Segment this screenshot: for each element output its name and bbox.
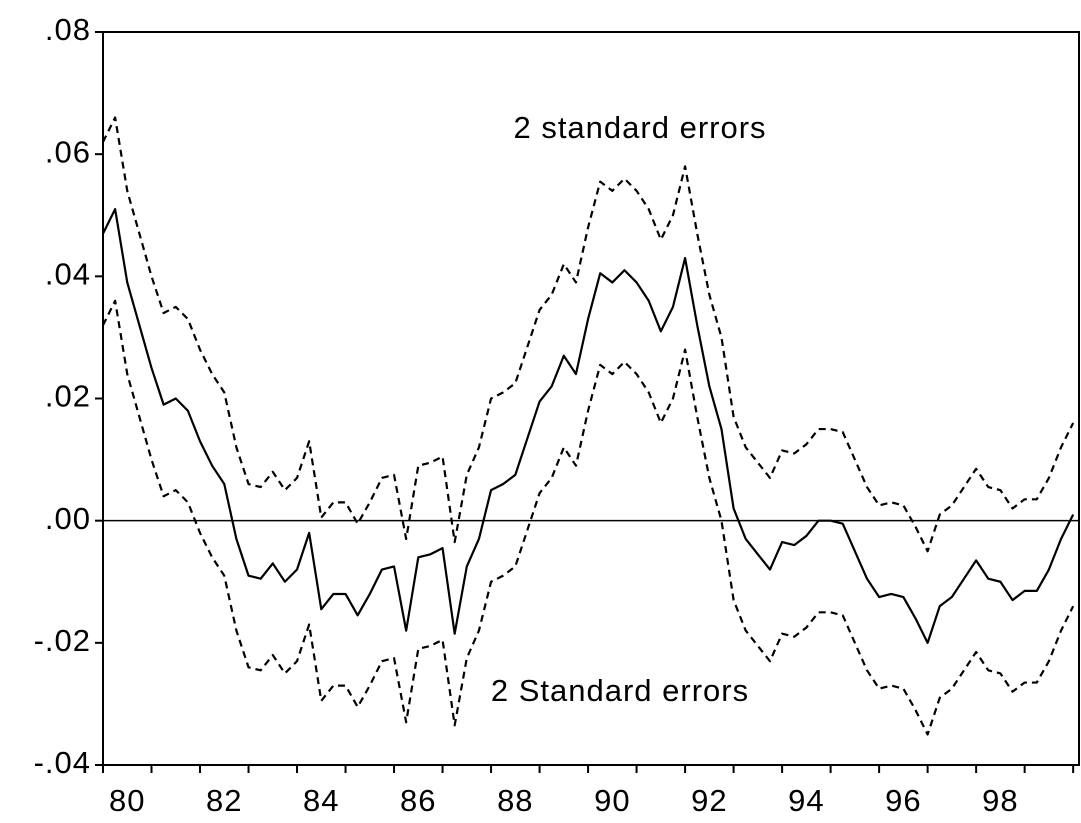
y-tick-label: .06: [45, 134, 91, 169]
x-tick-label: 94: [788, 783, 824, 818]
x-tick-label: 90: [594, 783, 630, 818]
y-tick-label: .08: [45, 12, 91, 47]
x-tick-label: 92: [691, 783, 727, 818]
x-tick-label: 82: [206, 783, 242, 818]
y-tick-label: .00: [45, 501, 91, 536]
y-tick-label: -.04: [34, 745, 91, 780]
error-band-line: [102, 116, 1075, 553]
x-tick-label: 98: [982, 783, 1018, 818]
y-tick-label: .02: [45, 379, 91, 414]
x-tick-label: 88: [497, 783, 533, 818]
x-tick-label: 80: [109, 783, 145, 818]
error-band-line: [102, 299, 1075, 736]
estimate-line: [102, 208, 1075, 644]
annotation: 2 Standard errors: [491, 673, 749, 708]
x-tick-label: 96: [885, 783, 921, 818]
annotation: 2 standard errors: [513, 110, 766, 145]
y-tick-label: -.02: [34, 623, 91, 658]
x-tick-label: 86: [400, 783, 436, 818]
y-tick-label: .04: [45, 257, 91, 292]
x-tick-label: 84: [303, 783, 339, 818]
